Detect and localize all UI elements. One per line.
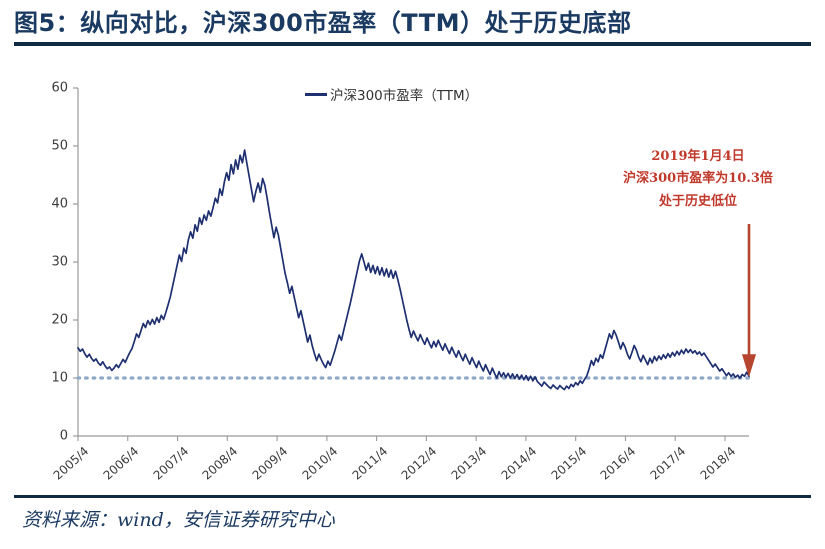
- annotation-line-1: 2019年1月4日: [651, 149, 745, 164]
- y-tick-label: 30: [51, 254, 68, 270]
- title-divider: [14, 42, 811, 46]
- y-tick-label: 50: [51, 138, 68, 154]
- y-tick-label: 40: [51, 196, 68, 212]
- y-tick-label: 10: [51, 370, 68, 386]
- figure-footer: 资料来源：wind，安信证券研究中心: [0, 493, 825, 549]
- y-tick-label: 0: [59, 428, 68, 444]
- y-tick-label: 20: [51, 312, 68, 328]
- y-axis-ticks: [73, 87, 78, 437]
- legend-label-csi300-pe: 沪深300市盈率（TTM）: [330, 88, 479, 104]
- chart-legend: 沪深300市盈率（TTM）: [305, 84, 478, 104]
- chart-plot-area: 沪深300市盈率（TTM） 2019年1月4日 沪深300市盈率为10.3倍 处…: [0, 56, 825, 492]
- y-tick-label: 60: [51, 80, 68, 96]
- page-title: 图5：纵向对比，沪深300市盈率（TTM）处于历史底部: [14, 9, 632, 37]
- footer-divider: [14, 495, 811, 498]
- source-note: 资料来源：wind，安信证券研究中心: [22, 509, 335, 531]
- x-axis-ticks: [77, 436, 726, 441]
- figure-header: 图5：纵向对比，沪深300市盈率（TTM）处于历史底部: [0, 0, 825, 48]
- line-chart-svg: [73, 87, 756, 441]
- legend-color-swatch: [305, 92, 327, 96]
- annotation-arrow-icon: [742, 224, 756, 378]
- annotation-line-2: 沪深300市盈率为10.3倍: [623, 171, 773, 187]
- series-line-csi300-pe: [77, 149, 750, 391]
- annotation-line-3: 处于历史低位: [658, 193, 737, 209]
- chart-annotation: 2019年1月4日 沪深300市盈率为10.3倍 处于历史低位: [600, 146, 796, 213]
